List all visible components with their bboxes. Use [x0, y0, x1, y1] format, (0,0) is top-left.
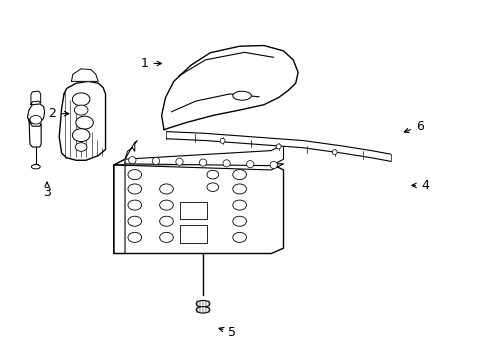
Ellipse shape — [246, 161, 253, 168]
Circle shape — [232, 232, 246, 242]
Text: 5: 5 — [219, 326, 236, 339]
Circle shape — [75, 143, 87, 151]
Polygon shape — [114, 159, 125, 253]
Polygon shape — [114, 164, 283, 253]
Bar — [180, 202, 206, 220]
Circle shape — [232, 200, 246, 210]
Circle shape — [76, 116, 93, 129]
Circle shape — [159, 200, 173, 210]
Ellipse shape — [276, 144, 281, 149]
Text: 3: 3 — [43, 182, 51, 199]
Ellipse shape — [331, 150, 336, 155]
Circle shape — [72, 93, 90, 106]
Ellipse shape — [176, 158, 183, 165]
Polygon shape — [125, 144, 283, 166]
Circle shape — [232, 216, 246, 226]
Polygon shape — [114, 159, 283, 170]
Ellipse shape — [199, 159, 206, 166]
Circle shape — [206, 183, 218, 192]
Polygon shape — [59, 81, 105, 160]
Circle shape — [128, 170, 142, 180]
Polygon shape — [71, 69, 98, 81]
Polygon shape — [161, 45, 298, 130]
Circle shape — [159, 184, 173, 194]
Circle shape — [159, 232, 173, 242]
Polygon shape — [125, 140, 137, 159]
Circle shape — [30, 116, 41, 124]
Circle shape — [72, 129, 90, 141]
Ellipse shape — [196, 301, 209, 307]
Polygon shape — [29, 119, 41, 147]
Circle shape — [128, 200, 142, 210]
Ellipse shape — [232, 91, 251, 100]
Circle shape — [159, 216, 173, 226]
Circle shape — [128, 184, 142, 194]
Circle shape — [128, 216, 142, 226]
Text: 6: 6 — [404, 120, 423, 133]
Circle shape — [128, 232, 142, 242]
Text: 1: 1 — [141, 57, 161, 70]
Circle shape — [232, 184, 246, 194]
Ellipse shape — [269, 161, 277, 168]
Ellipse shape — [220, 138, 224, 143]
Text: 4: 4 — [411, 179, 428, 192]
Polygon shape — [27, 104, 44, 123]
Ellipse shape — [31, 165, 40, 169]
Ellipse shape — [223, 160, 230, 167]
Ellipse shape — [152, 157, 159, 165]
Polygon shape — [31, 91, 41, 105]
Circle shape — [74, 105, 88, 115]
Ellipse shape — [128, 157, 136, 164]
Circle shape — [206, 170, 218, 179]
Text: 2: 2 — [48, 107, 69, 120]
Circle shape — [232, 170, 246, 180]
Polygon shape — [166, 132, 390, 161]
Bar — [180, 225, 206, 243]
Ellipse shape — [196, 307, 209, 313]
